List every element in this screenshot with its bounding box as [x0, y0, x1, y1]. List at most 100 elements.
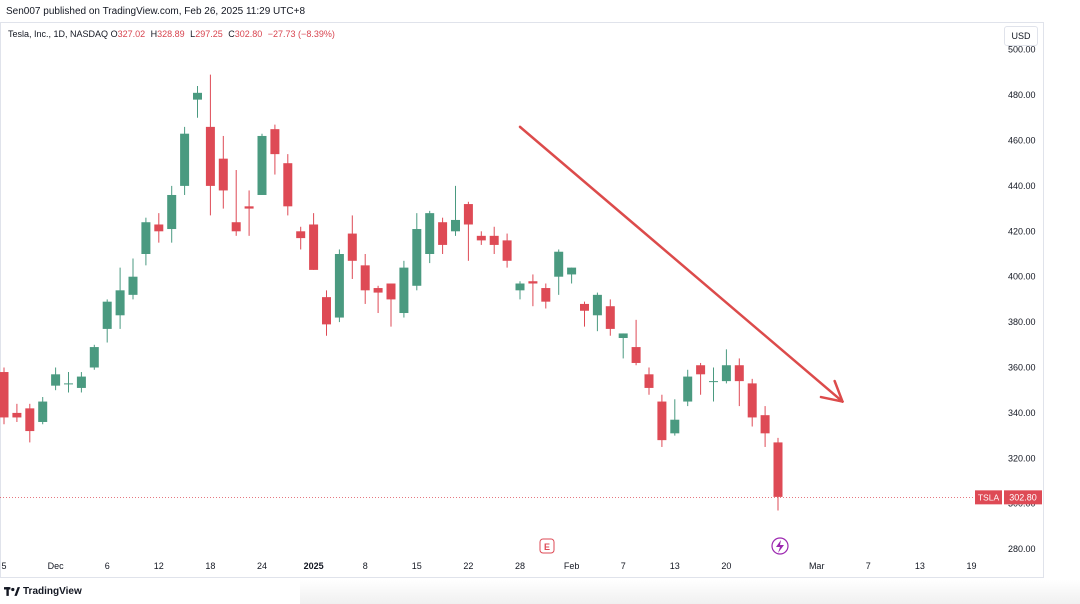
candle	[618, 333, 628, 359]
candle	[347, 215, 357, 279]
candle-body	[296, 231, 306, 239]
time-tick-label: 8	[363, 561, 368, 571]
candle	[438, 217, 448, 254]
candle	[180, 126, 190, 195]
time-tick-label: 24	[257, 561, 267, 571]
candle	[270, 124, 280, 175]
candle	[592, 292, 602, 332]
candle-body	[373, 288, 383, 293]
candle	[631, 319, 641, 366]
candle	[554, 249, 564, 295]
earnings-marker-label: E	[544, 542, 550, 552]
open-label: O	[110, 29, 118, 39]
candle	[360, 254, 370, 304]
candle-body	[476, 235, 486, 241]
time-tick-label: Dec	[48, 561, 65, 571]
open-value: 327.02	[117, 29, 146, 39]
candle-body	[322, 297, 331, 325]
candle-body	[141, 222, 151, 254]
candle-body	[167, 194, 177, 230]
candle	[425, 210, 435, 264]
candle-body	[218, 158, 228, 191]
candle-body	[180, 133, 190, 186]
candle	[657, 394, 667, 447]
candle	[0, 367, 9, 425]
price-tag-value-bg	[1004, 490, 1042, 505]
close-label: C	[228, 29, 235, 39]
candle	[296, 226, 306, 250]
candle-body	[412, 229, 422, 286]
candle-body	[747, 383, 757, 418]
footer-brand-text: TradingView	[23, 586, 82, 597]
candle	[773, 437, 783, 511]
candle-body	[399, 267, 409, 314]
price-tick-label: 280.00	[1008, 544, 1036, 554]
price-tick-label: 420.00	[1008, 226, 1036, 236]
candle	[51, 367, 61, 391]
candle	[683, 369, 693, 407]
candle-body	[760, 415, 770, 434]
candle-body	[618, 333, 628, 338]
candle	[734, 358, 744, 407]
bottom-shade	[300, 580, 1080, 604]
candle	[709, 367, 718, 402]
candle	[489, 226, 499, 254]
currency-button[interactable]: USD	[1004, 26, 1038, 46]
candle-body	[683, 376, 693, 402]
candle-body	[670, 419, 680, 434]
candle-body	[592, 294, 602, 316]
time-tick-label: 7	[866, 561, 871, 571]
footer-brand[interactable]: TradingView	[4, 586, 82, 597]
high-label: H	[150, 29, 158, 39]
candle	[218, 135, 228, 209]
candle-body	[554, 251, 564, 277]
candle-body	[38, 401, 48, 422]
time-axis[interactable]: 5 Dec 6 12 18 24 2025 8 15 22 28 Feb 7 13 20 Mar 7 13 19	[1, 561, 976, 571]
candle-body	[64, 383, 73, 385]
candle	[567, 267, 577, 284]
candle-body	[115, 290, 125, 316]
time-tick-label: 15	[412, 561, 422, 571]
candle	[502, 233, 512, 268]
candle-body	[644, 374, 654, 388]
candle	[244, 190, 254, 236]
time-tick-label: 2025	[304, 561, 324, 571]
time-tick-label: 12	[154, 561, 164, 571]
candle	[102, 299, 112, 343]
candle	[721, 349, 731, 384]
price-tick-label: 340.00	[1008, 408, 1036, 418]
candle	[373, 285, 383, 314]
trend-arrow-head	[819, 395, 844, 403]
candle-body	[438, 222, 448, 245]
time-tick-label: 13	[915, 561, 925, 571]
candle-body	[463, 204, 473, 225]
price-axis[interactable]: 280.00300.00320.00340.00360.00380.00400.…	[1008, 45, 1036, 554]
candle	[89, 344, 99, 370]
candle-body	[721, 365, 731, 382]
candle-body	[502, 240, 512, 261]
low-label: L	[190, 29, 196, 39]
candle-body	[696, 365, 706, 375]
candle-body	[0, 372, 9, 418]
candle	[696, 362, 706, 395]
change-value: −27.73 (−8.39%)	[267, 29, 335, 39]
candle	[463, 201, 473, 261]
price-tick-label: 400.00	[1008, 272, 1036, 282]
candle	[128, 258, 138, 300]
lightning-bolt-icon	[776, 540, 784, 553]
time-tick-label: 18	[205, 561, 215, 571]
time-tick-label: 7	[621, 561, 626, 571]
candle	[528, 274, 538, 307]
chart-frame[interactable]	[0, 22, 1044, 578]
candle-body	[657, 401, 667, 441]
candles-group	[0, 74, 783, 511]
candle-body	[76, 376, 86, 388]
candle	[644, 367, 654, 395]
time-tick-label: Feb	[564, 561, 580, 571]
candle	[38, 397, 48, 425]
candle	[167, 185, 177, 243]
candle-body	[309, 224, 319, 270]
candle	[580, 301, 589, 327]
time-tick-label: 5	[1, 561, 6, 571]
